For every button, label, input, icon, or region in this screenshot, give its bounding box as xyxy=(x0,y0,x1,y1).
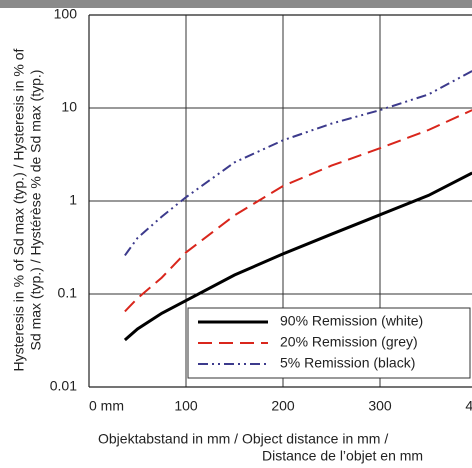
y-axis-label: Hysteresis in % of Sd max (typ.) / Hyste… xyxy=(11,48,27,371)
legend-box xyxy=(187,307,471,379)
x-tick-label: 100 xyxy=(174,398,198,414)
line-series xyxy=(124,70,472,256)
y-axis-label: Sd max (typ.) / Hystérèse % de Sd max (t… xyxy=(28,70,44,351)
y-tick-label: 1 xyxy=(69,192,77,208)
x-tick-label: 0 mm xyxy=(89,398,124,414)
line-series xyxy=(124,109,472,313)
x-axis-label: Distance de l’objet en mm xyxy=(262,448,423,464)
x-axis-label: Objektabstand in mm / Object distance in… xyxy=(98,431,388,447)
legend-label: 90% Remission (white) xyxy=(280,313,423,329)
y-tick-label: 0.1 xyxy=(58,285,78,301)
line-series xyxy=(123,171,472,342)
y-tick-label: 10 xyxy=(61,99,77,115)
y-tick-label: 100 xyxy=(54,6,78,22)
y-tick-label: 0.01 xyxy=(50,378,77,394)
x-tick-label: 300 xyxy=(368,398,392,414)
x-tick-label: 200 xyxy=(271,398,295,414)
top-bar xyxy=(0,0,472,8)
legend-label: 5% Remission (black) xyxy=(280,355,415,371)
legend-label: 20% Remission (grey) xyxy=(280,334,418,350)
x-tick-label: 400 xyxy=(465,398,472,414)
